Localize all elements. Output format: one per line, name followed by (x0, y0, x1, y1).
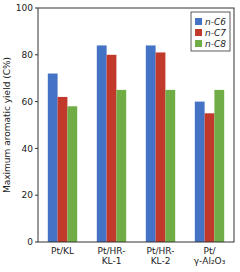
legend-box (191, 12, 230, 51)
y-tick-label: 100 (16, 3, 33, 13)
x-tick-label-line: Pt/KL (51, 246, 74, 256)
y-tick-label: 0 (27, 237, 33, 247)
bar (156, 52, 166, 242)
x-tick-label: Pt/γ-Al₂O₃ (194, 246, 226, 266)
y-tick (35, 242, 38, 243)
bars (48, 45, 224, 242)
x-tick-label-line: γ-Al₂O₃ (194, 256, 226, 266)
x-tick-label-line: Pt/HR- (147, 246, 175, 256)
y-tick (35, 54, 38, 55)
x-tick-label: Pt/HR-KL-2 (147, 246, 175, 266)
x-tick-label-line: KL-2 (151, 256, 171, 266)
legend-swatch (195, 29, 202, 36)
legend-swatch (195, 18, 202, 25)
legend: n-C6n-C7n-C8 (191, 12, 230, 51)
legend-label: n-C7 (205, 28, 226, 38)
y-tick (35, 195, 38, 196)
bar (58, 97, 68, 242)
y-axis-label: Maximum aromatic yield (C%) (2, 57, 12, 193)
x-tick-label: Pt/HR-KL-1 (98, 246, 126, 266)
plot-frame (38, 8, 234, 242)
x-tick-label: Pt/KL (51, 246, 74, 256)
legend-swatch (195, 40, 202, 47)
chart-svg: 0 20 40 60 80 100 Maximum aromatic yield (C%) P… (0, 0, 240, 272)
bar (146, 45, 156, 242)
bar (48, 74, 58, 242)
y-tick-label: 40 (22, 144, 34, 154)
bar (165, 90, 175, 242)
y-tick-label: 20 (22, 190, 34, 200)
bar (97, 45, 107, 242)
x-tick-label-line: Pt/ (204, 246, 217, 256)
y-tick (35, 101, 38, 102)
y-tick (35, 148, 38, 149)
bar (67, 106, 77, 242)
bar (107, 55, 117, 242)
bar (214, 90, 224, 242)
y-tick-label: 80 (22, 50, 34, 60)
x-tick-label-line: KL-1 (102, 256, 122, 266)
chart-container: 0 20 40 60 80 100 Maximum aromatic yield (C%) P… (0, 0, 240, 272)
y-tick-label: 60 (22, 97, 34, 107)
bar (205, 113, 215, 242)
legend-label: n-C6 (205, 17, 226, 27)
legend-label: n-C8 (205, 39, 226, 49)
x-tick-label-line: Pt/HR- (98, 246, 126, 256)
y-tick (35, 8, 38, 9)
bar (116, 90, 126, 242)
bar (195, 102, 205, 242)
